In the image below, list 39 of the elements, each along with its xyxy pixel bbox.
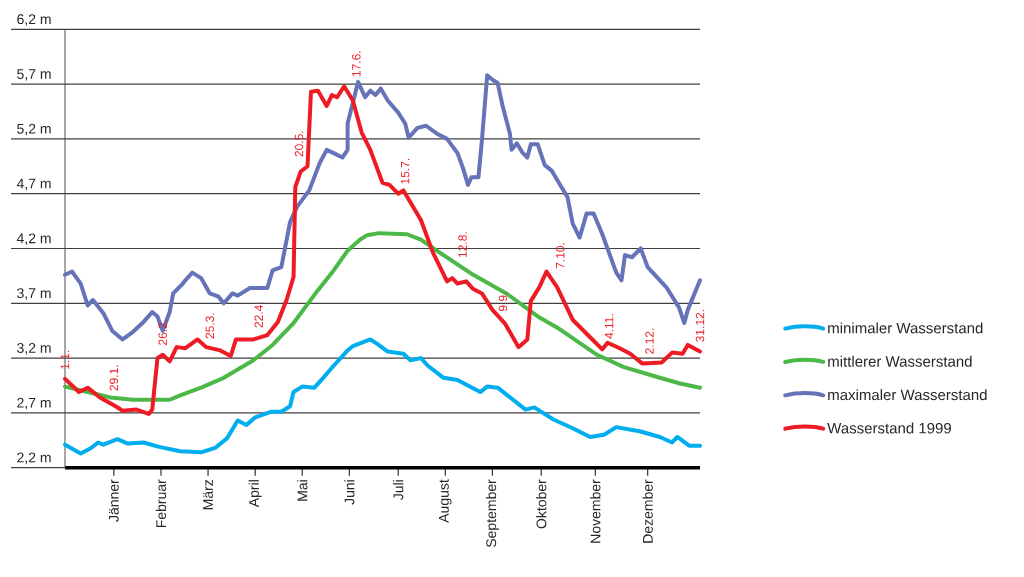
- x-tick-label: Dezember: [642, 479, 653, 543]
- y-tick-label: 2,7 m: [17, 397, 51, 410]
- annotation: 22.4.: [254, 302, 263, 328]
- y-tick-label: 3,2 m: [17, 342, 51, 355]
- annotation: 25.3.: [205, 313, 215, 339]
- y-tick-label: 4,2 m: [16, 233, 51, 245]
- y-tick-label: 6,2 m: [17, 14, 51, 26]
- x-tick-label: Juli: [393, 480, 404, 501]
- x-tick-label: Jänner: [108, 479, 119, 522]
- y-tick-label: 3,7 m: [17, 288, 51, 300]
- annotation: 26.2.: [158, 320, 167, 345]
- x-tick-label: August: [439, 479, 452, 523]
- x-tick-label: März: [203, 479, 213, 510]
- y-tick-label: 5,7 m: [17, 69, 51, 81]
- y-tick-label: 2,2 m: [17, 452, 51, 465]
- legend-label: Wasserstand 1999: [827, 422, 951, 434]
- annotation: 9.9.: [498, 292, 508, 312]
- annotation: 12.8.: [458, 232, 467, 258]
- annotation: 1.1.: [60, 350, 70, 369]
- x-tick-label: Februar: [155, 479, 167, 528]
- y-tick-label: 5,2 m: [17, 123, 51, 136]
- legend-label: minimaler Wasserstand: [828, 322, 983, 334]
- x-tick-label: September: [485, 479, 499, 548]
- annotation: 15.7.: [401, 158, 410, 184]
- annotation: 29.1.: [109, 365, 119, 391]
- annotation: 2.12.: [645, 328, 654, 354]
- annotation: 31.12.: [695, 310, 705, 342]
- annotation: 4.11.: [604, 314, 614, 339]
- x-tick-label: Oktober: [536, 479, 547, 529]
- annotation: 7.10.: [555, 243, 565, 269]
- x-tick-label: November: [590, 479, 601, 543]
- x-tick-label: Mai: [297, 480, 308, 501]
- legend-label: maximaler Wasserstand: [828, 389, 987, 401]
- annotation: 17.6.: [352, 51, 361, 77]
- x-tick-label: April: [248, 480, 262, 508]
- annotation: 20.5.: [294, 131, 304, 157]
- y-tick-label: 4,7 m: [16, 178, 51, 191]
- x-tick-label: Juni: [344, 480, 355, 505]
- legend-label: mittlerer Wasserstand: [828, 355, 972, 367]
